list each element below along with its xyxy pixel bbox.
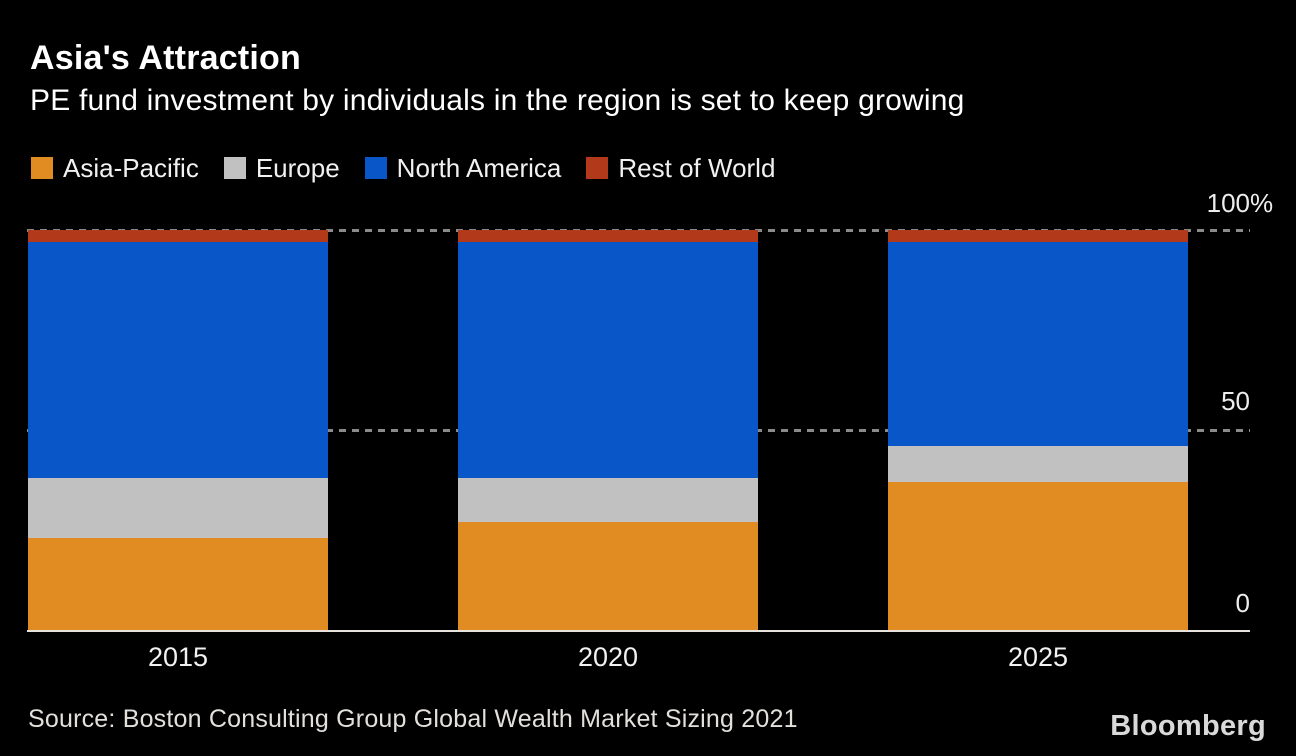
legend-item-asia-pacific: Asia-Pacific xyxy=(31,155,199,181)
bar-segment-europe-2025 xyxy=(888,446,1188,482)
legend-swatch-rest-of-world xyxy=(586,157,609,179)
legend-label-north-america: North America xyxy=(396,153,562,183)
x-label-2025: 2025 xyxy=(1007,642,1069,672)
bar-segment-north-america-2020 xyxy=(458,242,758,478)
legend-swatch-asia-pacific xyxy=(31,157,53,179)
legend-swatch-europe xyxy=(223,157,246,179)
bar-segment-north-america-2015 xyxy=(28,242,328,478)
legend-label-asia-pacific: Asia-Pacific xyxy=(63,153,199,183)
bar-segment-europe-2015 xyxy=(28,478,328,538)
bar-2015 xyxy=(28,230,328,630)
bar-2025 xyxy=(888,230,1188,630)
bar-2020 xyxy=(458,230,758,630)
legend-item-north-america: North America xyxy=(364,153,562,183)
bar-segment-asia-pacific-2015 xyxy=(28,538,328,630)
legend-swatch-north-america xyxy=(364,157,387,179)
legend-label-europe: Europe xyxy=(255,153,340,183)
source-note: Source: Boston Consulting Group Global W… xyxy=(28,705,798,733)
bar-segment-europe-2020 xyxy=(458,478,758,522)
y-tick-100: 100% xyxy=(1130,188,1274,218)
bar-segment-rest-of-world-2025 xyxy=(888,230,1188,242)
x-label-2015: 2015 xyxy=(147,642,209,672)
x-axis-line xyxy=(27,630,1250,632)
page-title: Asia's Attraction xyxy=(30,39,301,77)
y-tick-100-number: 100 xyxy=(1206,188,1250,218)
bar-segment-asia-pacific-2020 xyxy=(458,522,758,630)
page-subtitle: PE fund investment by individuals in the… xyxy=(30,84,965,117)
bar-segment-rest-of-world-2015 xyxy=(28,230,328,242)
percent-sign: % xyxy=(1250,188,1274,218)
bloomberg-logo: Bloomberg xyxy=(1110,710,1266,742)
legend-item-rest-of-world: Rest of World xyxy=(586,155,775,181)
legend-label-rest-of-world: Rest of World xyxy=(618,153,776,183)
y-tick-50: 50 xyxy=(1130,388,1250,414)
legend-item-europe: Europe xyxy=(223,153,340,183)
bar-segment-north-america-2025 xyxy=(888,242,1188,446)
y-tick-50-number: 50 xyxy=(1221,386,1250,416)
x-label-2020: 2020 xyxy=(577,642,639,672)
bar-segment-asia-pacific-2025 xyxy=(888,482,1188,630)
bar-segment-rest-of-world-2020 xyxy=(458,230,758,242)
y-tick-0: 0 xyxy=(1130,590,1250,616)
y-tick-0-number: 0 xyxy=(1235,588,1250,618)
chart-legend: Asia-Pacific Europe North America Rest of W… xyxy=(31,155,800,181)
